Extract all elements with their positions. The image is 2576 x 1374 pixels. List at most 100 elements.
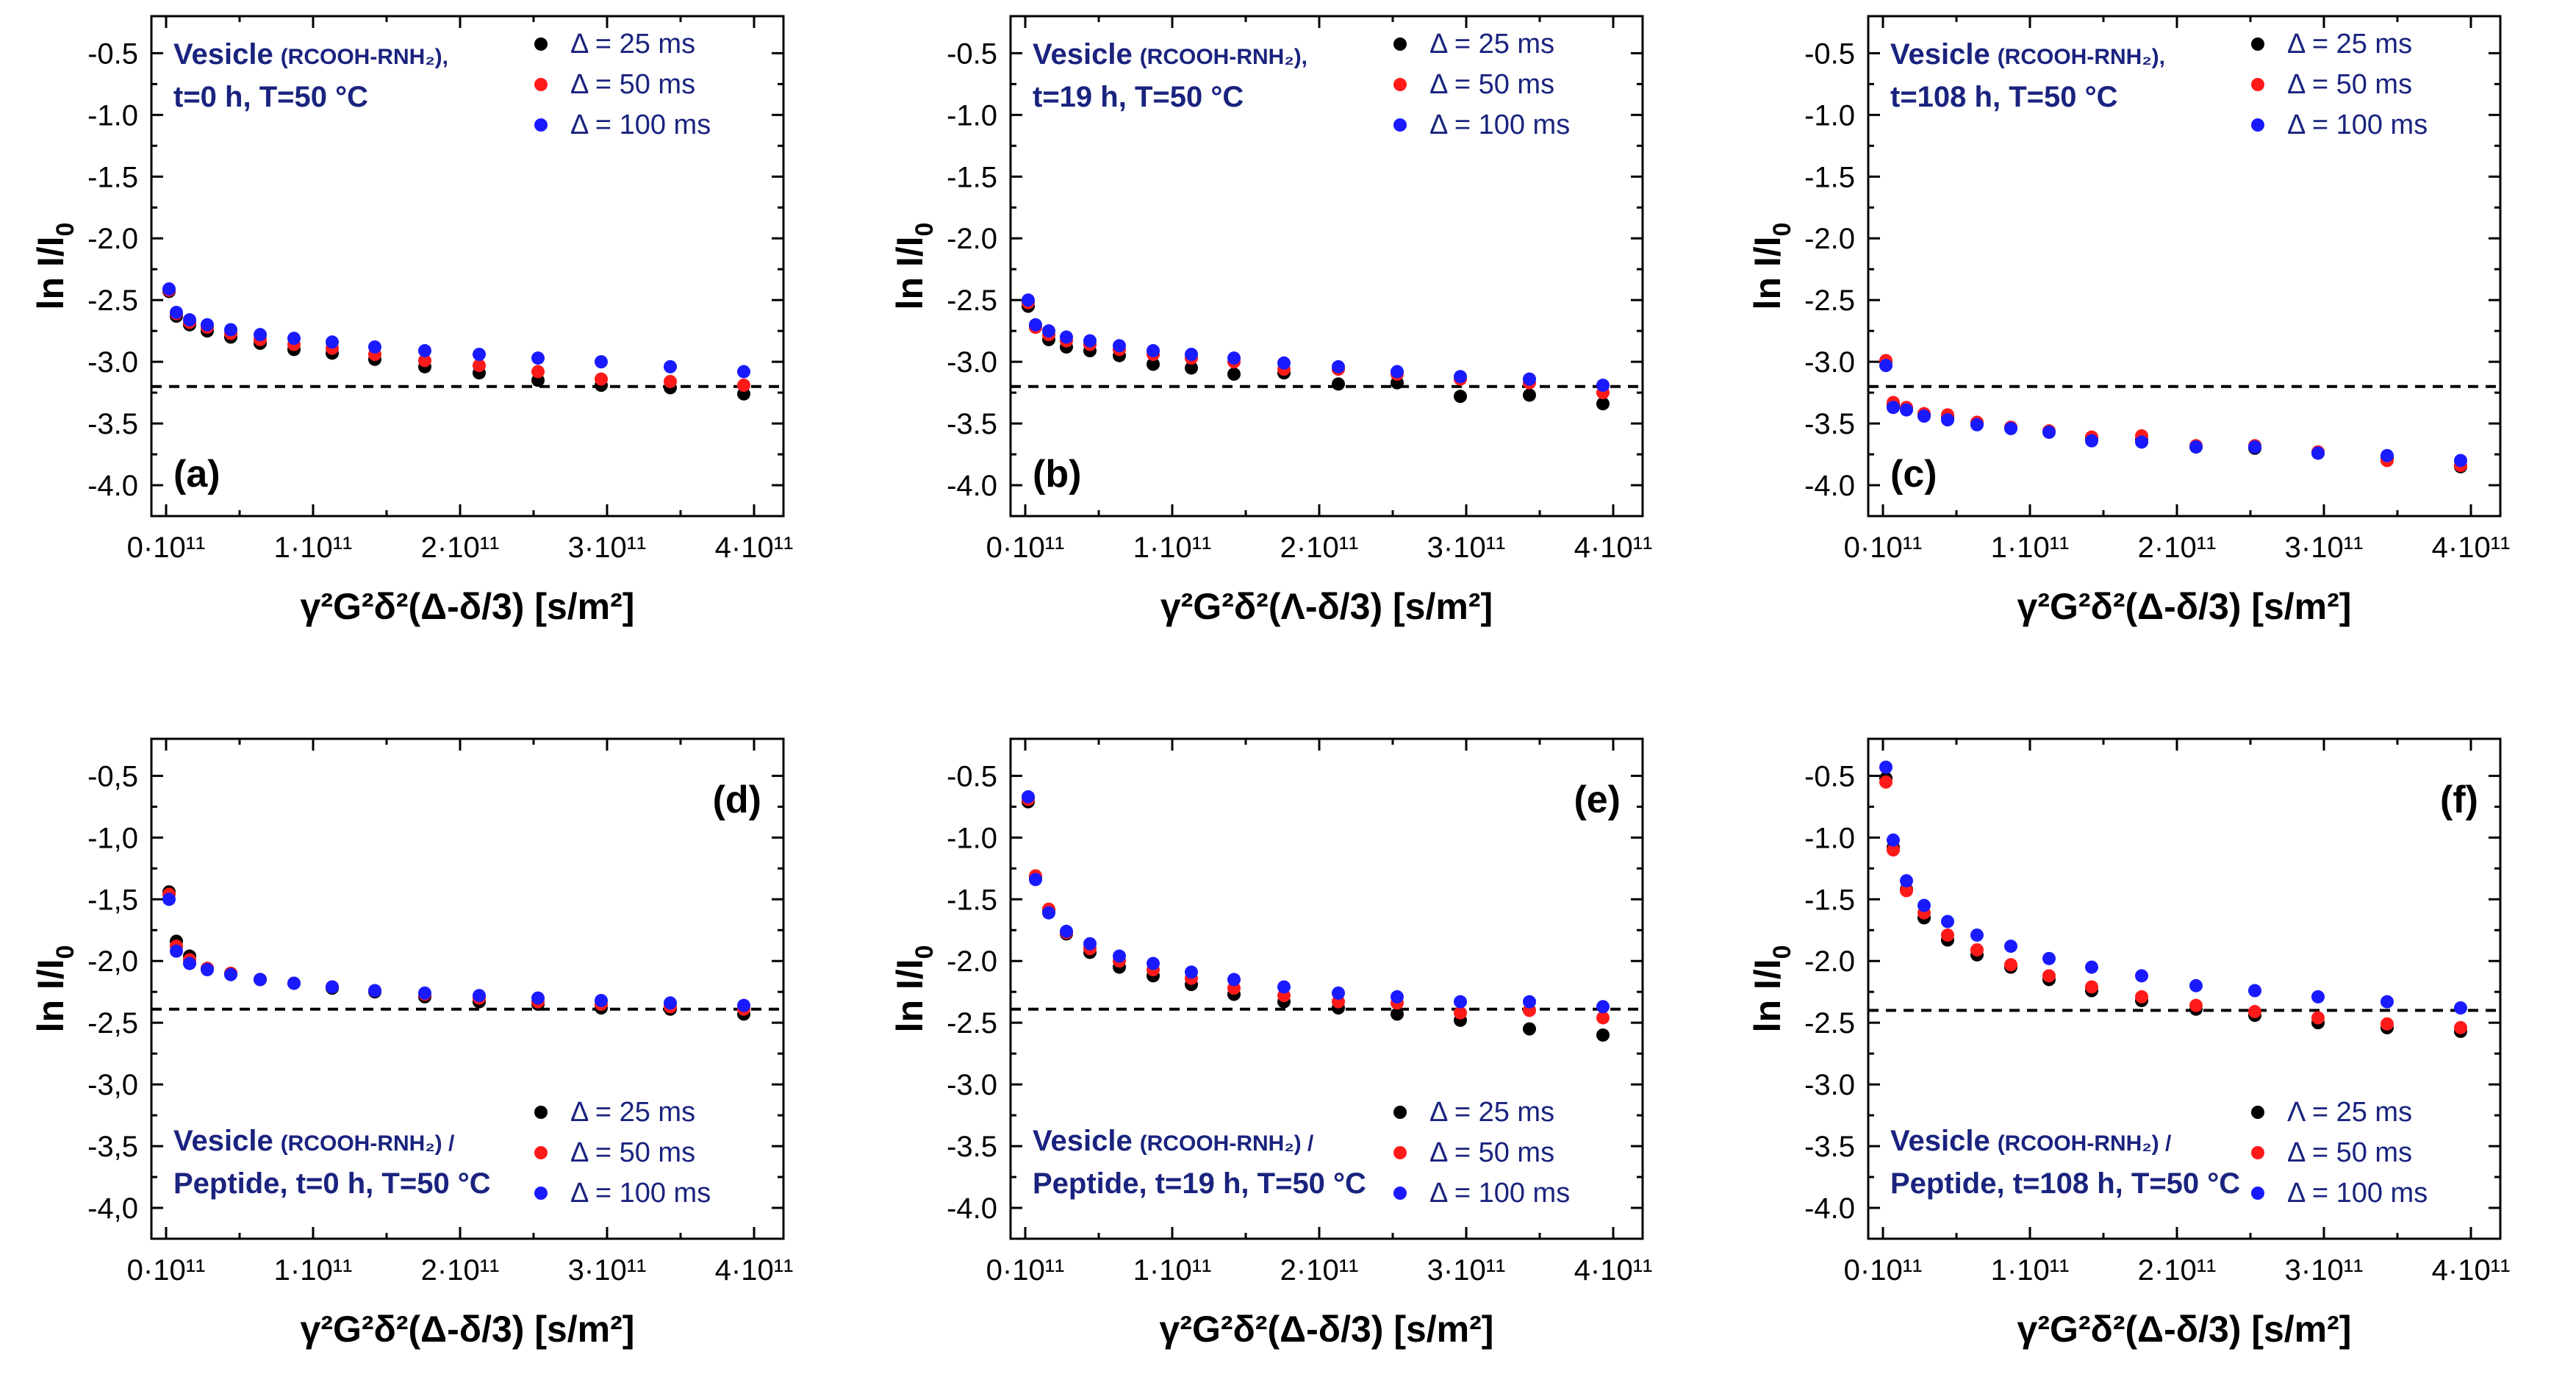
data-point: [2042, 951, 2056, 965]
y-tick-label: -3,0: [87, 1069, 138, 1101]
data-point: [473, 989, 486, 1003]
x-tick-label: 4·10¹¹: [1574, 1254, 1653, 1287]
y-tick-label: -2,0: [87, 945, 138, 978]
data-point: [287, 332, 301, 346]
y-tick-label: -0.5: [1804, 37, 1855, 70]
annotation-composition: (RCOOH-RNH₂),: [1998, 45, 2165, 69]
legend-marker: [534, 37, 548, 51]
annotation-sample: Vesicle: [1890, 38, 1990, 71]
y-tick-label: -3.5: [1804, 1131, 1855, 1163]
data-point: [1523, 1022, 1536, 1036]
y-axis-label: ln I/I0: [1747, 223, 1796, 310]
data-point: [1060, 924, 1073, 938]
data-point: [2085, 434, 2098, 448]
x-tick-label: 4·10¹¹: [2432, 532, 2511, 564]
panel-label: (d): [713, 779, 761, 821]
annotation-line-1: Vesicle (RCOOH-RNH₂) /: [1033, 1125, 1314, 1157]
legend-entry: Δ = 25 ms: [1429, 29, 1554, 60]
plot-frame: [1009, 15, 1644, 518]
y-axis-label: ln I/I0: [30, 945, 79, 1033]
y-axis-label-main: ln I/I: [1747, 236, 1788, 309]
data-point: [1454, 370, 1467, 384]
x-tick-label: 3·10¹¹: [1427, 532, 1506, 564]
legend-entry: Δ = 25 ms: [1429, 1097, 1554, 1128]
data-point: [1332, 359, 1345, 373]
legend-entry: Δ = 25 ms: [570, 1097, 695, 1128]
data-point: [1277, 980, 1291, 994]
x-tick-label: 0·10¹¹: [127, 1254, 206, 1287]
data-point: [1391, 990, 1404, 1003]
plot-frame: [1009, 737, 1644, 1240]
data-point: [1227, 351, 1241, 365]
legend-entry: Δ = 100 ms: [2287, 1178, 2428, 1209]
annotation-line-2: Peptide, t=108 h, T=50 °C: [1890, 1167, 2240, 1200]
y-tick-label: -1,5: [87, 884, 138, 916]
y-axis-label-sub: 0: [1768, 223, 1796, 237]
panel-label: (c): [1890, 453, 1937, 495]
data-point: [1185, 348, 1198, 362]
data-point: [737, 379, 750, 393]
y-tick-label: -2.0: [1804, 945, 1855, 978]
panel-label: (a): [173, 453, 220, 495]
annotation-line-1: Vesicle (RCOOH-RNH₂),: [1890, 38, 2165, 71]
data-point: [664, 996, 677, 1010]
x-tick-label: 3·10¹¹: [2285, 1254, 2364, 1287]
x-tick-label: 4·10¹¹: [1574, 532, 1653, 564]
y-axis-label-sub: 0: [911, 945, 939, 959]
data-point: [1185, 965, 1198, 979]
x-axis-label: γ²G²δ²(Δ-δ/3) [s/m²]: [1160, 1309, 1494, 1350]
y-axis-label-main: ln I/I: [889, 236, 930, 309]
legend-entry: Δ = 100 ms: [1429, 1178, 1570, 1209]
legend-entry: Δ = 100 ms: [2287, 110, 2428, 140]
data-point: [1941, 413, 1954, 427]
data-point: [2004, 958, 2017, 972]
data-point: [1879, 775, 1892, 789]
data-point: [664, 374, 677, 388]
data-point: [2189, 440, 2203, 454]
data-point: [2085, 960, 2098, 974]
data-point: [1147, 357, 1160, 371]
legend-marker: [1393, 37, 1407, 51]
x-tick-label: 2·10¹¹: [1280, 532, 1359, 564]
x-axis-label: γ²G²δ²(Δ-δ/3) [s/m²]: [2017, 1309, 2352, 1350]
data-point: [1454, 995, 1467, 1009]
y-tick-label: -3.5: [947, 408, 997, 440]
legend-entry: Δ = 50 ms: [1429, 69, 1554, 100]
y-tick-label: -3.0: [1804, 346, 1855, 379]
data-point: [2311, 446, 2325, 460]
data-point: [2248, 984, 2261, 998]
legend-entry: Δ = 50 ms: [2287, 69, 2412, 100]
data-point: [1332, 986, 1345, 1000]
y-tick-label: -1.5: [947, 161, 997, 193]
data-point: [2381, 1017, 2394, 1031]
data-point: [162, 892, 176, 906]
data-point: [1523, 995, 1536, 1009]
y-axis-label: ln I/I0: [889, 223, 939, 310]
data-point: [1523, 388, 1536, 402]
data-point: [2248, 440, 2261, 454]
x-axis-label: γ²G²δ²(Δ-δ/3) [s/m²]: [301, 1309, 635, 1350]
data-point: [1887, 833, 1900, 847]
data-point: [1596, 1000, 1610, 1014]
data-point: [1083, 937, 1097, 951]
panel-label: (b): [1033, 453, 1081, 495]
data-point: [418, 354, 431, 368]
x-tick-label: 0·10¹¹: [986, 1254, 1065, 1287]
y-tick-label: -2.0: [87, 223, 138, 255]
data-point: [1185, 361, 1198, 375]
data-point: [2189, 998, 2203, 1012]
data-point: [1454, 390, 1467, 404]
y-axis-label-sub: 0: [1768, 945, 1796, 959]
x-tick-label: 3·10¹¹: [568, 532, 647, 564]
panel-3: -0.5 -1.0 -1.5 -2.0 -2.5 -3.0 -3.5 -4.0 0·10¹¹ 1·…: [1747, 15, 2511, 627]
y-tick-label: -1.5: [1804, 884, 1855, 916]
legend-entry: Δ = 50 ms: [2287, 1137, 2412, 1168]
data-point: [2004, 940, 2017, 953]
x-tick-label: 0·10¹¹: [986, 532, 1065, 564]
x-tick-label: 1·10¹¹: [274, 532, 353, 564]
legend-marker: [534, 118, 548, 132]
y-tick-label: -0.5: [87, 37, 138, 70]
x-tick-label: 1·10¹¹: [274, 1254, 353, 1287]
data-point: [224, 323, 237, 337]
annotation-composition: (RCOOH-RNH₂) /: [281, 1131, 455, 1156]
